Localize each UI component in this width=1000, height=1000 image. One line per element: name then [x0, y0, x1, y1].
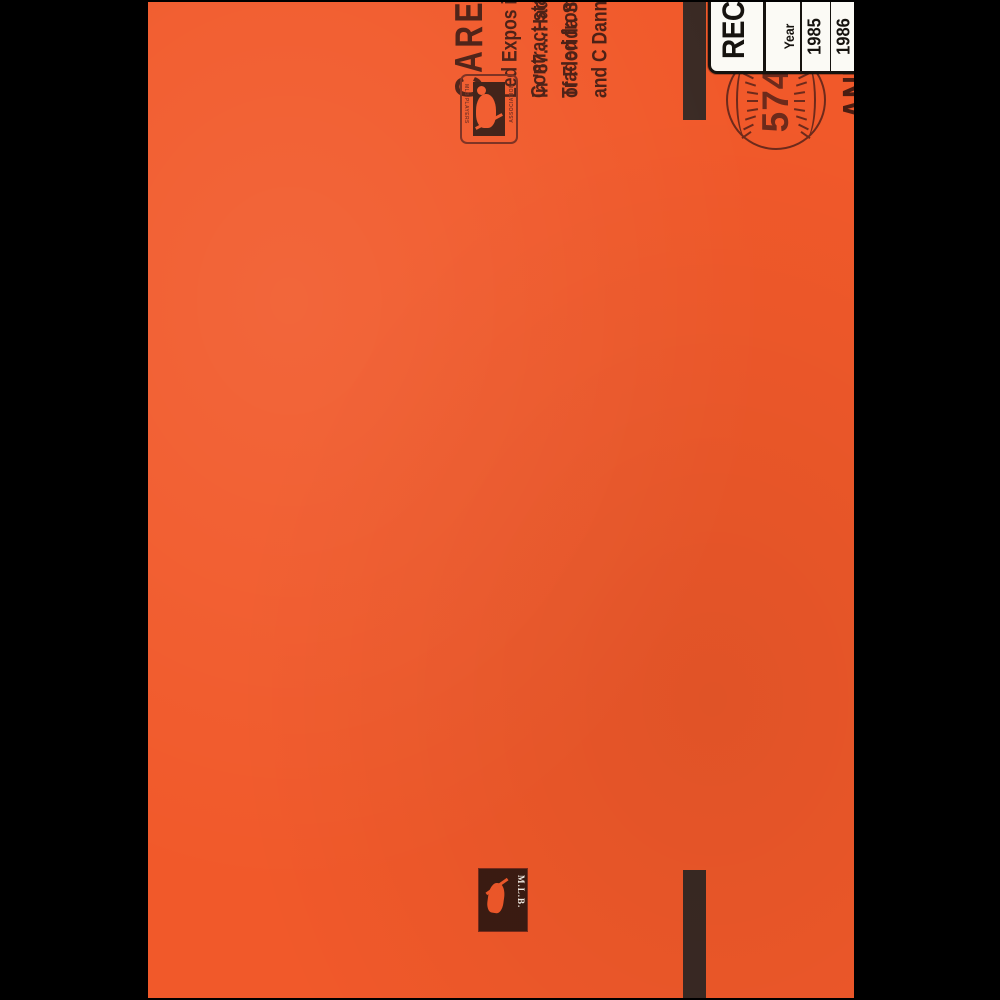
- table-row: 1986 Expos 2.65 48 143 114 49 42 55 104 …: [828, 2, 854, 71]
- cell-year: 1986: [828, 2, 854, 71]
- stats-title-row: RECENT MAJOR LEAGUE PERFORMANCE *Denotes…: [708, 2, 763, 71]
- mlb-logo-text: M.L.B.: [516, 875, 526, 909]
- baseball-card-back: 574 ANDREW (ANDY) JOSEPH McGAFFIGAN Born…: [148, 2, 854, 998]
- mlbpa-text-right: ASSOCIATION: [509, 84, 515, 123]
- mlb-logo-icon: M.L.B.: [478, 868, 528, 932]
- mlbpa-logo-icon: MLB PLAYERS ASSOCIATION: [460, 74, 518, 144]
- stats-title: RECENT MAJOR LEAGUE PERFORMANCE: [716, 2, 752, 59]
- baseball-stitch: [747, 100, 758, 102]
- mlbpa-text-left: MLB PLAYERS: [463, 84, 469, 124]
- highlights-line-3: of Florida Southern Coll.: [558, 2, 583, 98]
- card-stripe-top: [683, 2, 706, 120]
- stats-panel: RECENT MAJOR LEAGUE PERFORMANCE *Denotes…: [708, 2, 854, 74]
- highlights-line-2: in '87.…Had 11 strikeouts in 1 game 8/17…: [527, 2, 552, 98]
- contract-line-3: and C Dann Bilardello for P Bill Gullick…: [587, 2, 612, 98]
- baseball-seam-right: [798, 61, 816, 139]
- stats-table-container: RECENT MAJOR LEAGUE PERFORMANCE *Denotes…: [708, 2, 854, 74]
- mlbpa-head: [477, 86, 486, 95]
- table-row: 1985 Reds 3.72 15 94 88 40 39 30 83 2 0: [799, 2, 832, 71]
- card-stripe-bottom: [683, 870, 706, 998]
- baseball-stitch: [794, 100, 805, 102]
- baseball-seam-left: [736, 61, 754, 139]
- stats-table-body: 1985 Reds 3.72 15 94 88 40 39 30 83 2 0: [799, 2, 854, 71]
- stats-table: Year Team Name ERA Games Pitched Inn. Pi…: [764, 2, 854, 71]
- cell-year: 1985: [799, 2, 832, 71]
- col-year: Year: [764, 2, 803, 71]
- stats-header-row: Year Team Name ERA Games Pitched Inn. Pi…: [764, 2, 803, 71]
